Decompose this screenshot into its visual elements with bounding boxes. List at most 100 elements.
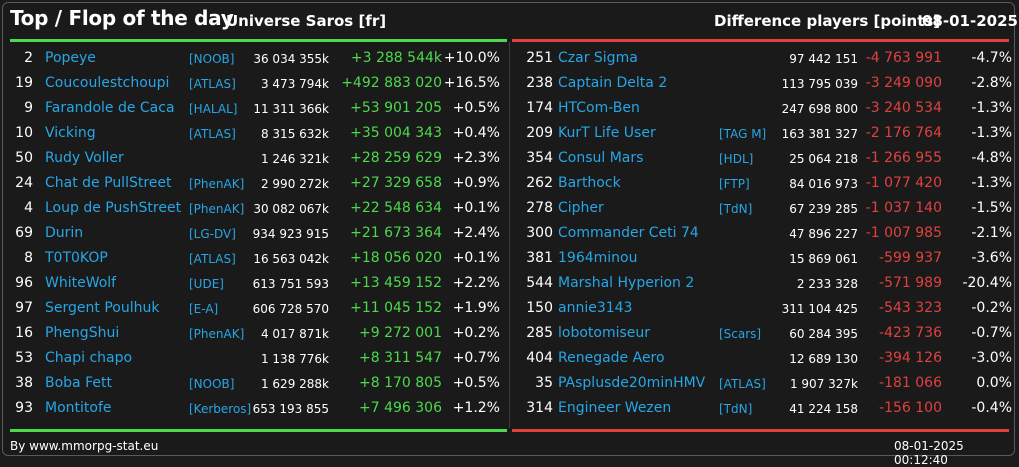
player-name-link[interactable]: Cipher: [558, 200, 604, 216]
player-name-link[interactable]: Boba Fett: [45, 375, 112, 391]
points: 30 082 067k: [253, 202, 329, 216]
alliance-tag[interactable]: [PhenAK]: [189, 177, 244, 191]
percent-change: -0.2%: [971, 300, 1012, 316]
flop-row: 278 Cipher [TdN] 67 239 285 -1 037 140 -1.5%: [510, 197, 1019, 222]
player-name-link[interactable]: Renegade Aero: [558, 350, 665, 366]
top-accent-line: [10, 39, 507, 42]
top-row: 97 Sergent Poulhuk [E-A] 606 728 570 +11 045…: [0, 297, 509, 322]
points: 97 442 151: [789, 52, 858, 66]
points: 311 104 425: [782, 302, 858, 316]
rank: 53: [15, 350, 33, 366]
percent-change: +2.3%: [453, 150, 500, 166]
alliance-tag[interactable]: [ATLAS]: [189, 252, 236, 266]
rank: 300: [526, 225, 553, 241]
rank: 251: [526, 50, 553, 66]
alliance-tag[interactable]: [NOOB]: [189, 377, 234, 391]
percent-change: -4.8%: [971, 150, 1012, 166]
player-name-link[interactable]: Commander Ceti 74: [558, 225, 699, 241]
top-row: 19 Coucoulestchoupi [ATLAS] 3 473 794k +492 …: [0, 72, 509, 97]
player-name-link[interactable]: WhiteWolf: [45, 275, 116, 291]
flop-row: 300 Commander Ceti 74 47 896 227 -1 007 985…: [510, 222, 1019, 247]
rank: 2: [24, 50, 33, 66]
points-delta: -156 100: [879, 400, 942, 416]
alliance-tag[interactable]: [ATLAS]: [189, 127, 236, 141]
points: 36 034 355k: [253, 52, 329, 66]
percent-change: +16.5%: [444, 75, 500, 91]
percent-change: +10.0%: [444, 50, 500, 66]
points: 613 751 593: [253, 277, 329, 291]
points-delta: +35 004 343: [350, 125, 442, 141]
top-row: 10 Vicking [ATLAS] 8 315 632k +35 004 343 +0.…: [0, 122, 509, 147]
points: 41 224 158: [789, 402, 858, 416]
difference-label: Difference players [points]: [714, 12, 940, 30]
alliance-tag[interactable]: [ATLAS]: [719, 377, 766, 391]
alliance-tag[interactable]: [LG-DV]: [189, 227, 236, 241]
points-delta: -1 266 955: [866, 150, 942, 166]
rank: 404: [526, 350, 553, 366]
player-name-link[interactable]: Chat de PullStreet: [45, 175, 172, 191]
rank: 69: [15, 225, 33, 241]
percent-change: -1.3%: [971, 100, 1012, 116]
alliance-tag[interactable]: [E-A]: [189, 302, 218, 316]
alliance-tag[interactable]: [FTP]: [719, 177, 750, 191]
player-name-link[interactable]: Rudy Voller: [45, 150, 124, 166]
rank: 209: [526, 125, 553, 141]
alliance-tag[interactable]: [HDL]: [719, 152, 753, 166]
player-name-link[interactable]: Marshal Hyperion 2: [558, 275, 694, 291]
percent-change: +1.2%: [453, 400, 500, 416]
rank: 314: [526, 400, 553, 416]
player-name-link[interactable]: T0T0KOP: [45, 250, 108, 266]
points-delta: -1 077 420: [866, 175, 942, 191]
rank: 9: [24, 100, 33, 116]
player-name-link[interactable]: annie3143: [558, 300, 632, 316]
top-row: 96 WhiteWolf [UDE] 613 751 593 +13 459 152 +2…: [0, 272, 509, 297]
alliance-tag[interactable]: [Kerberos]: [189, 402, 251, 416]
player-name-link[interactable]: Loup de PushStreet: [45, 200, 181, 216]
alliance-tag[interactable]: [TdN]: [719, 402, 752, 416]
alliance-tag[interactable]: [TdN]: [719, 202, 752, 216]
alliance-tag[interactable]: [Scars]: [719, 327, 761, 341]
player-name-link[interactable]: Coucoulestchoupi: [45, 75, 169, 91]
alliance-tag[interactable]: [ATLAS]: [189, 77, 236, 91]
player-name-link[interactable]: Captain Delta 2: [558, 75, 667, 91]
alliance-tag[interactable]: [NOOB]: [189, 52, 234, 66]
player-name-link[interactable]: Barthock: [558, 175, 621, 191]
points: 12 689 130: [789, 352, 858, 366]
points-delta: +53 901 205: [350, 100, 442, 116]
alliance-tag[interactable]: [PhenAK]: [189, 202, 244, 216]
rank: 381: [526, 250, 553, 266]
points: 1 907 327k: [790, 377, 858, 391]
points-delta: +28 259 629: [350, 150, 442, 166]
alliance-tag[interactable]: [TAG M]: [719, 127, 766, 141]
player-name-link[interactable]: Montitofe: [45, 400, 112, 416]
points: 60 284 395: [789, 327, 858, 341]
player-name-link[interactable]: HTCom-Ben: [558, 100, 640, 116]
alliance-tag[interactable]: [HALAL]: [189, 102, 237, 116]
player-name-link[interactable]: Chapi chapo: [45, 350, 132, 366]
player-name-link[interactable]: Consul Mars: [558, 150, 643, 166]
player-name-link[interactable]: Farandole de Caca: [45, 100, 175, 116]
points: 2 990 272k: [261, 177, 329, 191]
points: 47 896 227: [789, 227, 858, 241]
flop-row: 354 Consul Mars [HDL] 25 064 218 -1 266 955 -…: [510, 147, 1019, 172]
player-name-link[interactable]: KurT Life User: [558, 125, 656, 141]
player-name-link[interactable]: PAsplusde20minHMV: [558, 375, 705, 391]
player-name-link[interactable]: Popeye: [45, 50, 96, 66]
flop-row: 251 Czar Sigma 97 442 151 -4 763 991 -4.7%: [510, 47, 1019, 72]
rank: 354: [526, 150, 553, 166]
top-row: 4 Loup de PushStreet [PhenAK] 30 082 067k +2…: [0, 197, 509, 222]
top-row: 16 PhengShui [PhenAK] 4 017 871k +9 272 001 +…: [0, 322, 509, 347]
player-name-link[interactable]: Czar Sigma: [558, 50, 638, 66]
player-name-link[interactable]: lobotomiseur: [558, 325, 650, 341]
player-name-link[interactable]: 1964minou: [558, 250, 637, 266]
player-name-link[interactable]: Sergent Poulhuk: [45, 300, 159, 316]
header-date: 08-01-2025: [922, 12, 1018, 30]
flop-row: 174 HTCom-Ben 247 698 800 -3 240 534 -1.3%: [510, 97, 1019, 122]
percent-change: +0.1%: [453, 250, 500, 266]
alliance-tag[interactable]: [UDE]: [189, 277, 224, 291]
player-name-link[interactable]: Vicking: [45, 125, 96, 141]
alliance-tag[interactable]: [PhenAK]: [189, 327, 244, 341]
player-name-link[interactable]: Engineer Wezen: [558, 400, 671, 416]
player-name-link[interactable]: Durin: [45, 225, 83, 241]
player-name-link[interactable]: PhengShui: [45, 325, 119, 341]
